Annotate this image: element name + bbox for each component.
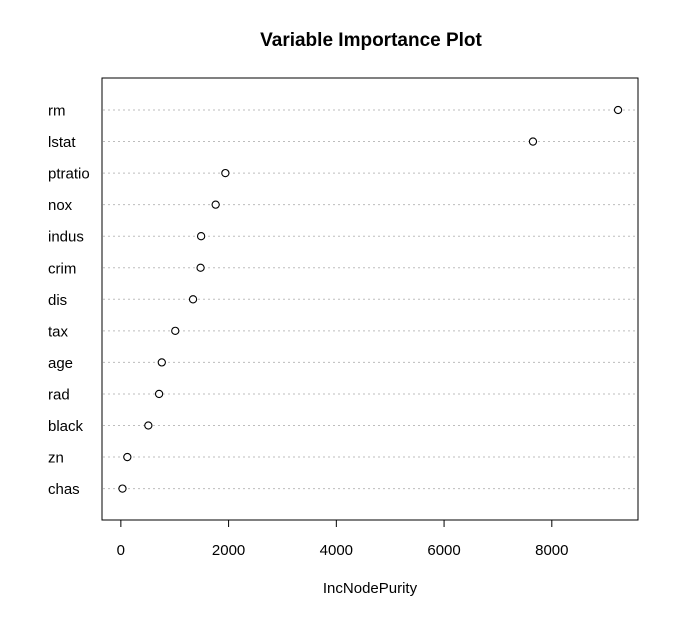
data-point-lstat [528,137,538,146]
category-label-rm: rm [48,103,66,120]
gridlines [103,109,637,490]
x-axis-label: IncNodePurity [323,580,418,597]
x-axis-ticks: 0 2000 4000 6000 8000 [117,520,568,559]
data-point-rm [613,105,623,115]
category-label-zn: zn [48,450,64,467]
category-label-ptratio: ptratio [48,166,90,183]
x-tick-label-8000: 8000 [535,542,568,559]
category-label-lstat: lstat [48,134,76,151]
x-tick-label-2000: 2000 [212,542,245,559]
category-label-nox: nox [48,197,73,214]
data-point-crim [196,263,205,272]
data-points [118,105,623,493]
category-label-tax: tax [48,323,69,340]
data-point-indus [196,232,206,241]
category-label-black: black [48,418,84,435]
data-point-dis [188,295,198,304]
data-point-ptratio [221,168,230,178]
data-point-tax [171,326,180,335]
category-labels: rm lstat ptratio nox indus crim dis tax age rad bl… [48,103,90,499]
category-label-dis: dis [48,292,67,309]
data-point-zn [123,452,132,462]
category-label-chas: chas [48,481,80,498]
data-point-chas [118,484,127,493]
x-tick-label-4000: 4000 [320,542,353,559]
data-point-nox [211,200,220,209]
category-label-rad: rad [48,386,70,403]
category-label-age: age [48,355,73,372]
category-label-indus: indus [48,229,84,246]
data-point-age [157,358,166,367]
category-label-crim: crim [48,260,76,277]
x-tick-label-0: 0 [117,542,125,559]
data-point-black [144,421,153,430]
data-point-rad [154,389,164,399]
x-tick-label-6000: 6000 [427,542,460,559]
chart-title: Variable Importance Plot [260,30,482,51]
